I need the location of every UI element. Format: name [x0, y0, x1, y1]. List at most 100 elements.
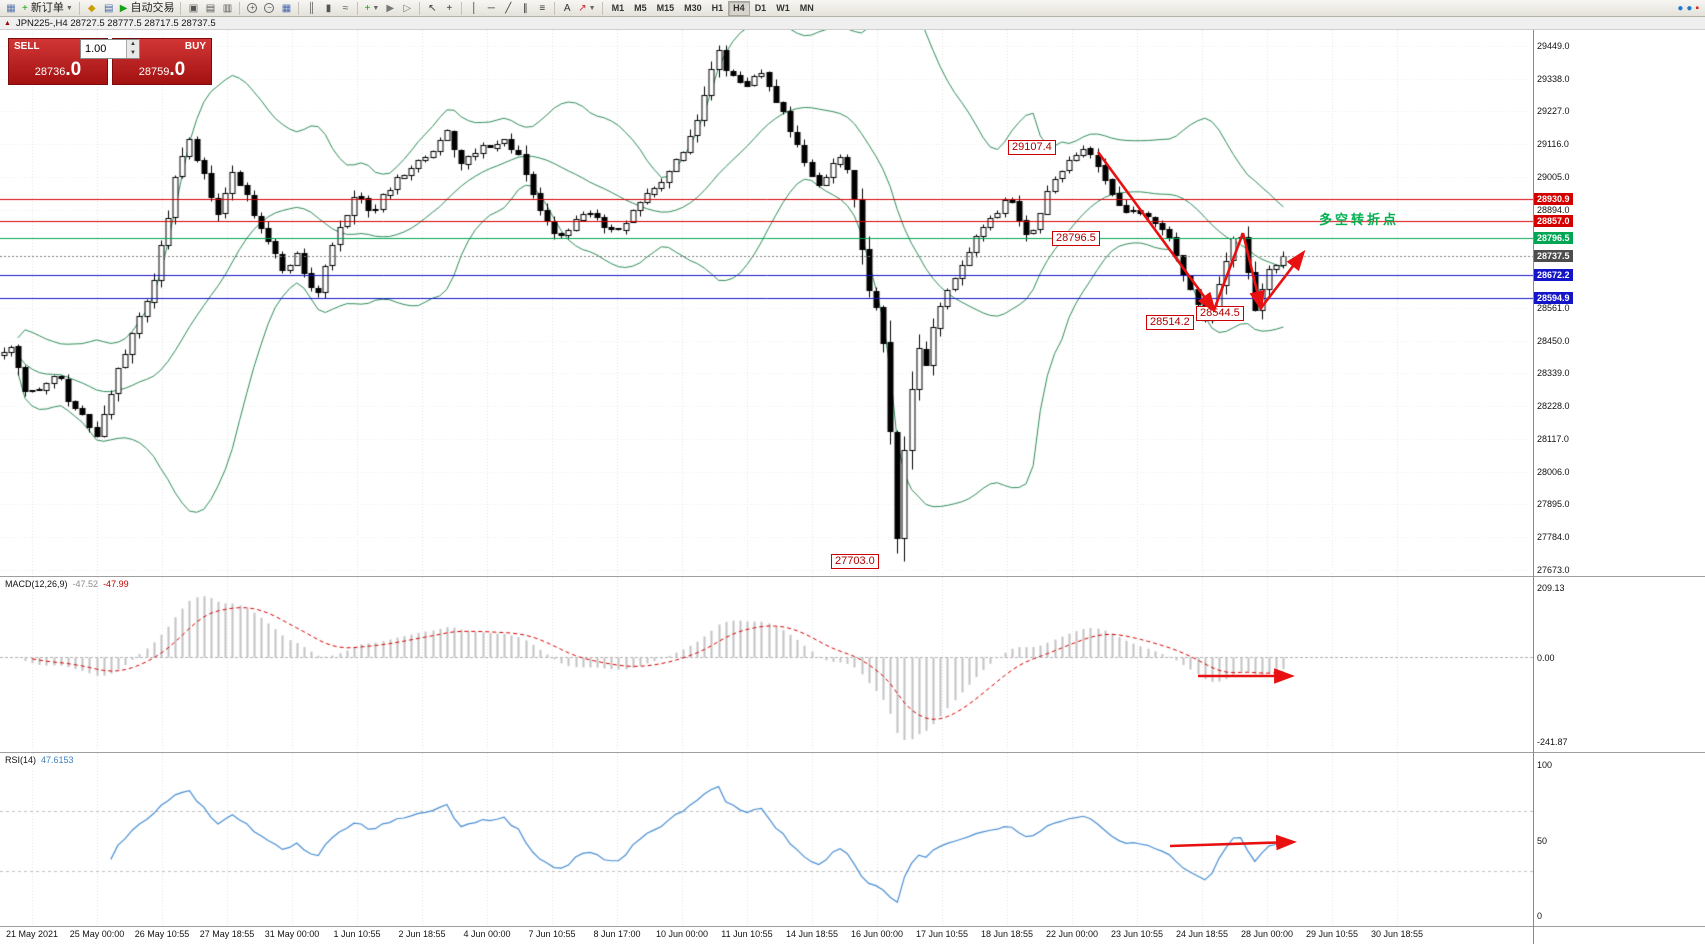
low2-price-annotation[interactable]: 28544.5 — [1196, 306, 1244, 321]
arrow-objects-icon[interactable]: ↗ ▼ — [576, 1, 597, 16]
toolbar-separator — [78, 1, 80, 15]
market-watch-icon[interactable]: ▤ — [101, 1, 117, 16]
time-axis-label[interactable]: 4 Jun 00:00 — [463, 929, 511, 939]
buy-button[interactable]: BUY 28759.0 — [112, 38, 212, 85]
cascade-windows-icon-glyph: ▣ — [188, 2, 199, 14]
trendline-icon[interactable]: ╱ — [500, 1, 516, 16]
help-icon[interactable]: ● — [1686, 2, 1693, 14]
timeframe-m30-button[interactable]: M30 — [684, 3, 702, 13]
channel-icon-glyph: ∥ — [522, 2, 528, 14]
high-price-annotation[interactable]: 29107.4 — [1008, 140, 1056, 155]
timeframe-m1-button[interactable]: M1 — [611, 3, 625, 13]
vertical-line-icon[interactable]: │ — [466, 1, 482, 16]
price-axis-label: 27895.0 — [1537, 499, 1570, 510]
autoscroll-icon-glyph: ▶ — [386, 2, 395, 14]
cascade-windows-icon[interactable]: ▣ — [185, 1, 201, 16]
profiles-icon[interactable]: ◆ — [84, 1, 100, 16]
timeframe-m15-button[interactable]: M15 — [656, 3, 675, 13]
price-axis-label: 29116.0 — [1537, 139, 1569, 150]
panel-separator[interactable] — [0, 752, 1705, 753]
zoom-in-icon[interactable]: + — [244, 1, 260, 16]
time-axis-label[interactable]: 22 Jun 00:00 — [1045, 929, 1099, 939]
rsi-scale-bottom: 0 — [1537, 911, 1543, 921]
time-axis-label[interactable]: 11 Jun 10:55 — [721, 929, 773, 939]
time-axis-label[interactable]: 23 Jun 10:55 — [1110, 929, 1164, 939]
horizontal-line-icon[interactable]: ─ — [483, 1, 499, 16]
time-axis-label[interactable]: 21 May 2021 — [5, 929, 59, 939]
time-axis-label[interactable]: 14 Jun 18:55 — [785, 929, 839, 939]
bottom-price-annotation[interactable]: 27703.0 — [831, 554, 879, 569]
time-axis-label[interactable]: 18 Jun 18:55 — [980, 929, 1034, 939]
buy-label: BUY — [184, 41, 206, 52]
new-chart-icon-glyph: ▦ — [6, 2, 16, 14]
time-axis-label[interactable]: 31 May 00:00 — [264, 929, 320, 939]
price-axis-label: 28561.0 — [1537, 302, 1570, 313]
zoom-out-icon-glyph: − — [264, 3, 275, 13]
time-axis-label[interactable]: 16 Jun 00:00 — [850, 929, 904, 939]
timeframe-d1-button[interactable]: D1 — [754, 3, 767, 13]
time-axis-label[interactable]: 27 May 18:55 — [199, 929, 255, 939]
fibonacci-icon[interactable]: ≡ — [534, 1, 550, 16]
cursor-icon-glyph: ↖ — [428, 2, 437, 14]
new-order-button[interactable]: + 新订单 ▼ — [20, 1, 75, 16]
toolbar-separator — [601, 1, 603, 15]
timeframe-h4-button[interactable]: H4 — [728, 0, 750, 16]
panel-separator[interactable] — [0, 576, 1705, 577]
trendline-icon-glyph: ╱ — [505, 2, 512, 14]
tile-horizontal-icon[interactable]: ▤ — [202, 1, 218, 16]
new-chart-icon[interactable]: ▦ — [3, 1, 19, 16]
new-order-button-glyph: + — [22, 2, 28, 14]
price-axis-label: 27673.0 — [1537, 564, 1570, 575]
channel-icon[interactable]: ∥ — [517, 1, 533, 16]
time-axis-label[interactable]: 1 Jun 10:55 — [333, 929, 381, 939]
autotrade-button[interactable]: ▶ 自动交易 — [118, 1, 177, 16]
price-axis-label: 28894.0 — [1537, 204, 1570, 215]
time-axis-label[interactable]: 24 Jun 18:55 — [1175, 929, 1229, 939]
price-axis-label: 29005.0 — [1537, 171, 1570, 182]
volume-decrease-button[interactable]: ▼ — [127, 49, 139, 58]
time-axis-label[interactable]: 2 Jun 18:55 — [398, 929, 446, 939]
time-axis-label[interactable]: 30 Jun 18:55 — [1370, 929, 1424, 939]
time-axis-label[interactable]: 28 Jun 00:00 — [1240, 929, 1294, 939]
crosshair-icon[interactable]: + — [441, 1, 457, 16]
turning-point-label[interactable]: 多空转折点 — [1319, 212, 1400, 227]
chart-collapse-icon[interactable]: ▲ — [4, 19, 11, 27]
community-icon[interactable]: ● — [1677, 2, 1684, 14]
level-price-annotation[interactable]: 28796.5 — [1052, 231, 1100, 246]
chart-shift-icon[interactable]: ▷ — [399, 1, 415, 16]
zoom-out-icon[interactable]: − — [261, 1, 277, 16]
autoscroll-icon[interactable]: ▶ — [382, 1, 398, 16]
chevron-down-icon: ▼ — [372, 4, 380, 12]
cursor-icon[interactable]: ↖ — [424, 1, 440, 16]
profiles-icon-glyph: ◆ — [87, 2, 96, 14]
time-axis-label[interactable]: 10 Jun 00:00 — [655, 929, 709, 939]
main-chart-canvas[interactable] — [0, 30, 1533, 576]
timeframe-toolbar: M1 M5 M15 M30 H1 H4 D1 W1 MN — [607, 0, 819, 16]
one-click-trade-panel: SELL 28736.0 BUY 28759.0 ▲ ▼ — [8, 38, 212, 85]
time-axis-label[interactable]: 26 May 10:55 — [134, 929, 190, 939]
indicators-icon[interactable]: + ▼ — [362, 1, 381, 16]
price-badge: 28857.0 — [1534, 214, 1573, 227]
line-chart-icon[interactable]: ≈ — [337, 1, 353, 16]
toolbar-overflow-icon[interactable]: ▪ — [1695, 2, 1699, 14]
time-axis-label[interactable]: 7 Jun 10:55 — [528, 929, 576, 939]
timeframe-h1-button[interactable]: H1 — [711, 3, 724, 13]
rsi-panel-canvas[interactable] — [0, 753, 1533, 925]
bar-chart-icon[interactable]: ║ — [303, 1, 319, 16]
macd-panel-canvas[interactable] — [0, 577, 1533, 751]
tile-grid-icon[interactable]: ▦ — [278, 1, 294, 16]
time-axis-label[interactable]: 8 Jun 17:00 — [593, 929, 641, 939]
timeframe-m5-button[interactable]: M5 — [634, 3, 647, 13]
tile-vertical-icon[interactable]: ▥ — [219, 1, 235, 16]
volume-increase-button[interactable]: ▲ — [127, 40, 139, 49]
low1-price-annotation[interactable]: 28514.2 — [1146, 315, 1194, 330]
text-label-icon[interactable]: A — [559, 1, 575, 16]
time-axis-label[interactable]: 25 May 00:00 — [69, 929, 125, 939]
price-axis-label: 28228.0 — [1537, 401, 1570, 412]
candlestick-chart-icon[interactable]: ▮ — [320, 1, 336, 16]
time-axis-label[interactable]: 17 Jun 10:55 — [915, 929, 969, 939]
time-axis-label[interactable]: 29 Jun 10:55 — [1305, 929, 1359, 939]
volume-input[interactable] — [81, 40, 126, 58]
timeframe-mn-button[interactable]: MN — [799, 3, 814, 13]
timeframe-w1-button[interactable]: W1 — [776, 3, 790, 13]
